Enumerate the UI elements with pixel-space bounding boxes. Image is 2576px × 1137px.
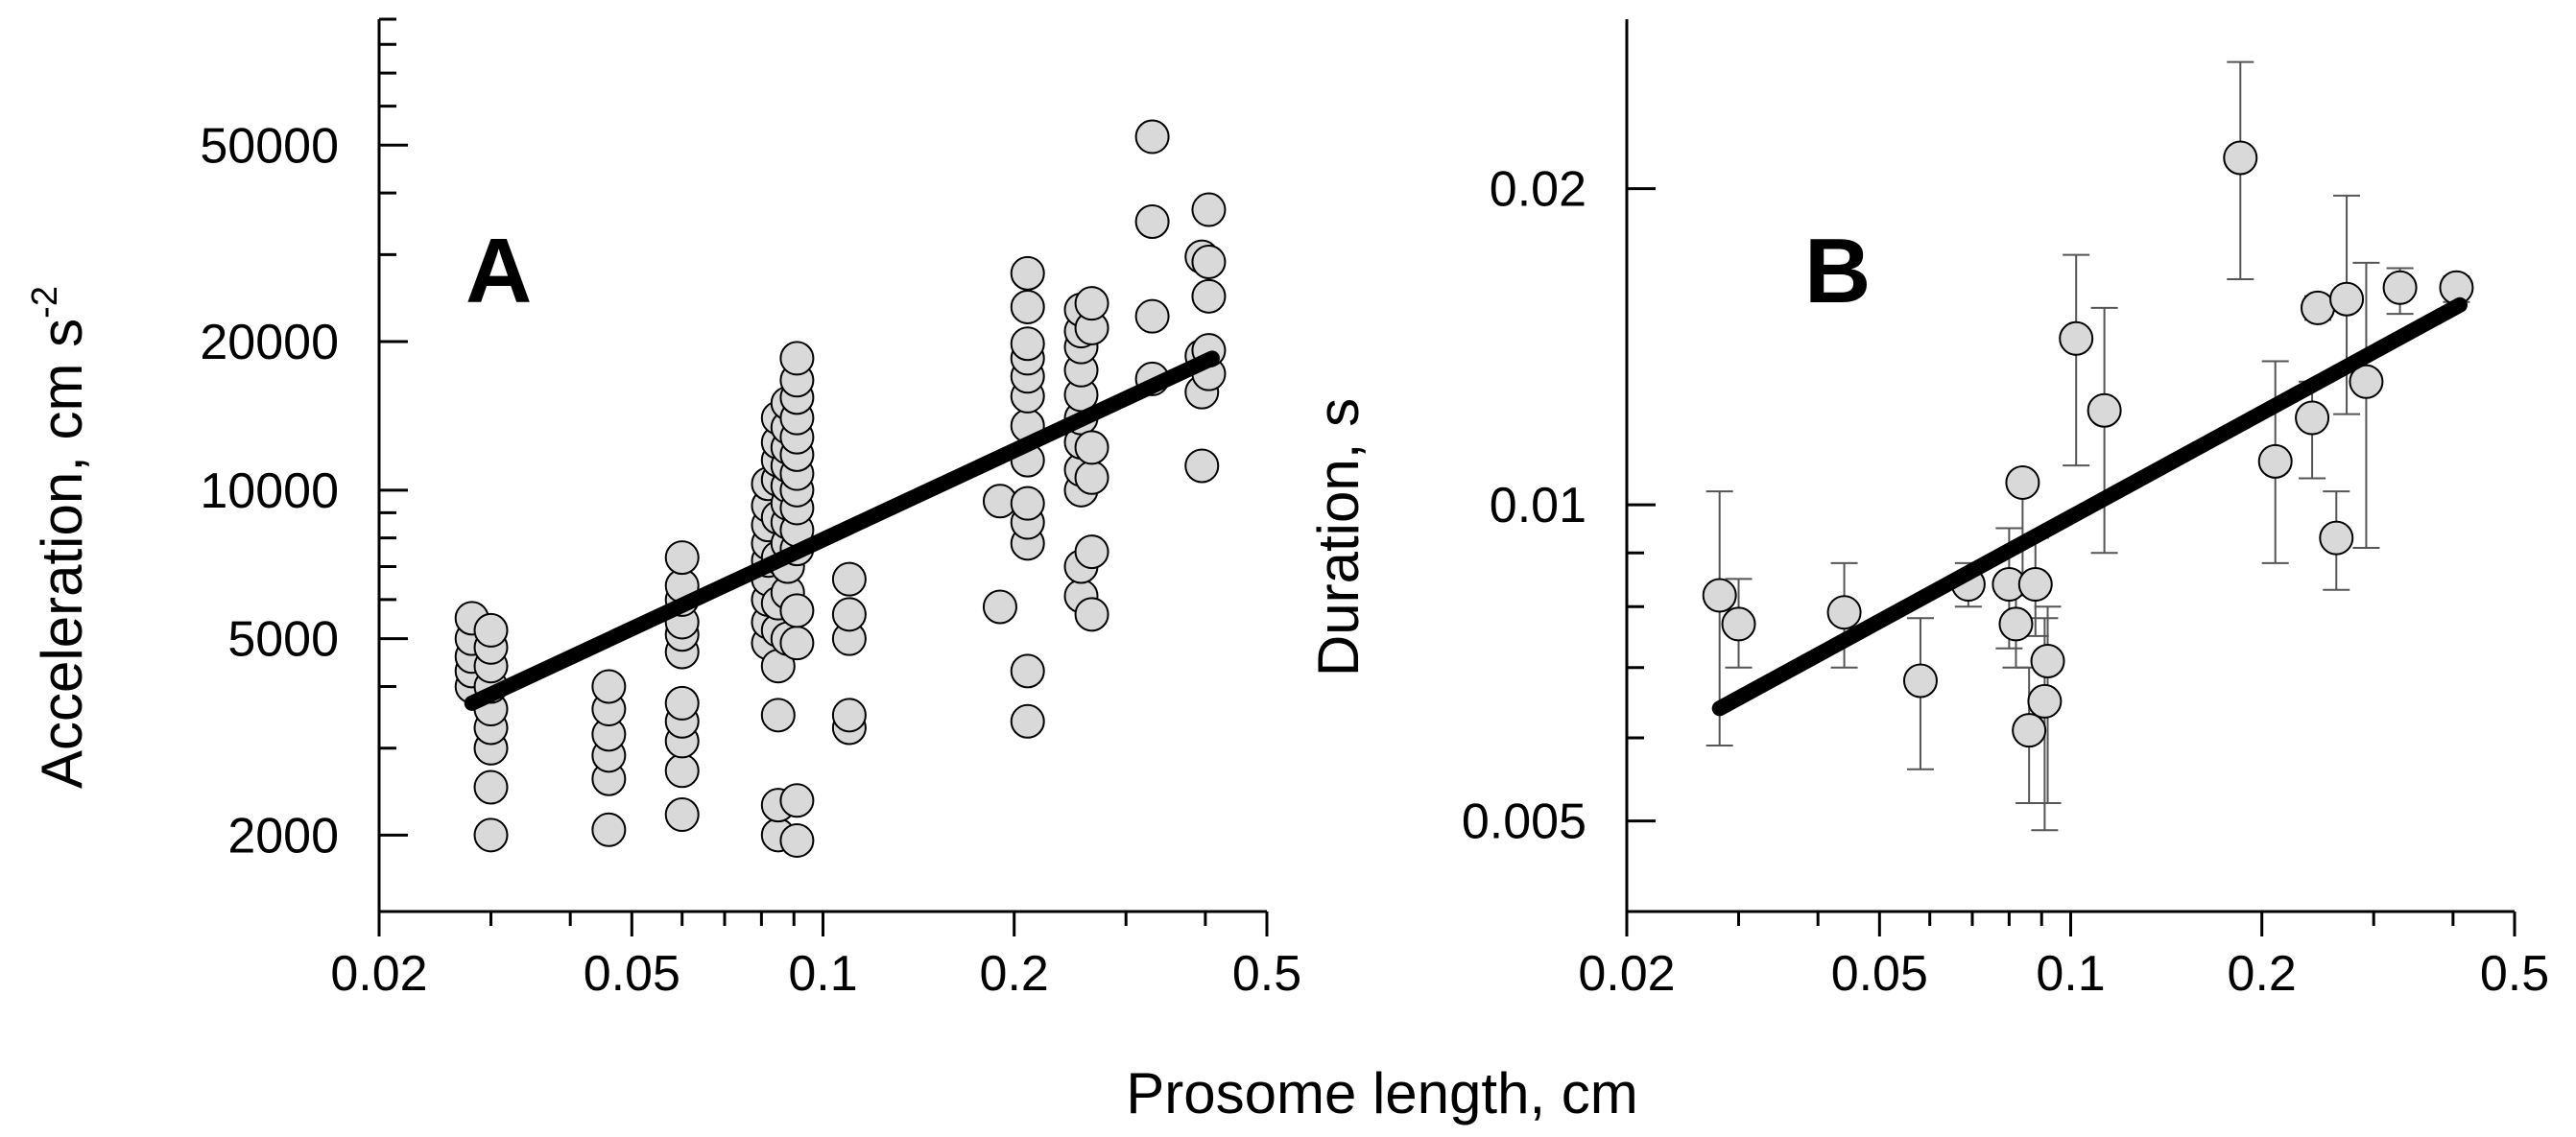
- panel-a-data-point: [591, 812, 627, 847]
- panel-a-y-tick-label: 5000: [227, 612, 339, 668]
- panel-b-data-point: [2005, 464, 2040, 500]
- panel-a-data-point: [779, 822, 815, 858]
- panel-b-letter: B: [1804, 220, 1871, 322]
- panel-b-y-tick-label: 0.005: [1462, 794, 1586, 850]
- panel-a-data-point: [831, 561, 867, 597]
- x-axis-title: Prosome length, cm: [1126, 1061, 1638, 1125]
- panel-b-fit-line: [1711, 296, 2468, 717]
- panel-b-data-point: [2349, 364, 2384, 399]
- panel-b-data-point: [2223, 140, 2258, 176]
- panel-b-axes: 0.02 0.05 0.1 0.2 0.5 0.005 0.01 0.02: [1462, 19, 2549, 1002]
- panel-a-x-tick-label: 0.1: [788, 946, 857, 1002]
- panel-a-x-tick-label: 0.5: [1232, 946, 1301, 1002]
- panel-a-data-point: [1074, 460, 1109, 495]
- panel-b-y-tick-label: 0.02: [1490, 162, 1586, 218]
- panel-a-data-point: [1010, 653, 1045, 689]
- panel-b-data-point: [1826, 595, 1862, 630]
- panel-a-data-point: [831, 698, 867, 733]
- panel-a-data-point: [1134, 119, 1170, 154]
- panel-a-y-tick-label: 2000: [227, 808, 339, 864]
- panel-a-data-point: [664, 540, 700, 576]
- panel-a-points: [454, 119, 1227, 858]
- panel-a-data-point: [779, 783, 815, 818]
- panel-a-data-point: [664, 685, 700, 721]
- panel-a-data-point: [1010, 703, 1045, 739]
- panel-a-data-point: [1010, 255, 1045, 291]
- panel-a-axes: 0.02 0.05 0.1 0.2 0.5 2000 5000 10000 20000 50000: [200, 17, 1301, 1002]
- panel-a-regression-line: [464, 350, 1220, 711]
- panel-a-data-point: [1191, 278, 1227, 314]
- panel-a-data-point: [664, 753, 700, 789]
- panel-b-data-point: [1998, 606, 2034, 642]
- panel-a-data-point: [473, 770, 509, 805]
- panel-a-data-point: [473, 817, 509, 853]
- panel-b-data-point: [2329, 281, 2365, 317]
- panel-a-data-point: [1191, 244, 1227, 279]
- panel-a-data-point: [1010, 326, 1045, 362]
- panel-a-letter: A: [465, 220, 532, 322]
- panel-b-data-point: [2087, 392, 2122, 428]
- panel-b-x-tick-label: 0.2: [2228, 946, 2297, 1002]
- panel-a-data-point: [1074, 597, 1109, 632]
- panel-a-y-tick-label: 50000: [200, 118, 339, 174]
- panel-b-x-tick-label: 0.1: [2036, 946, 2105, 1002]
- panel-b-data-point: [2301, 290, 2336, 325]
- panel-b-data-point: [2017, 567, 2053, 603]
- panel-a-fit-line: [464, 350, 1220, 711]
- panel-b-data-point: [2027, 683, 2063, 719]
- panel-a-y-tick-label: 10000: [200, 463, 339, 519]
- panel-b-data-point: [2319, 520, 2354, 556]
- panel-b-error-bars: [1705, 60, 2470, 832]
- panel-a-data-point: [1184, 448, 1220, 484]
- panel-a-data-point: [1134, 203, 1170, 239]
- panel-b: 0.02 0.05 0.1 0.2 0.5 0.005 0.01 0.02 B Duratio…: [1306, 19, 2549, 1002]
- panel-a-data-point: [473, 612, 509, 648]
- panel-a-data-point: [1074, 430, 1109, 465]
- panel-b-y-tick-label: 0.01: [1490, 478, 1586, 533]
- panel-a: 0.02 0.05 0.1 0.2 0.5 2000 5000 10000 20000 50000…: [25, 17, 1301, 1002]
- panel-b-data-point: [2295, 400, 2330, 436]
- panel-b-points: [1702, 140, 2474, 748]
- panel-a-x-tick-label: 0.05: [584, 946, 680, 1002]
- panel-a-data-point: [779, 593, 815, 628]
- panel-b-x-tick-label: 0.02: [1578, 946, 1675, 1002]
- panel-a-data-point: [1191, 192, 1227, 227]
- panel-a-y-axis-title: Acceleration, cm s-2: [25, 286, 94, 789]
- panel-b-data-point: [1721, 606, 1756, 642]
- panel-b-data-point: [2257, 443, 2293, 479]
- panel-b-regression-line: [1711, 296, 2468, 717]
- panel-b-data-point: [2382, 270, 2418, 305]
- panel-a-data-point: [779, 626, 815, 661]
- panel-a-x-tick-label: 0.02: [330, 946, 427, 1002]
- panel-a-data-point: [1074, 534, 1109, 570]
- panel-b-y-axis-title: Duration, s: [1306, 398, 1371, 676]
- panel-b-data-point: [1902, 663, 1938, 699]
- panel-b-data-point: [2059, 320, 2094, 356]
- panel-a-data-point: [591, 669, 627, 704]
- panel-a-x-tick-label: 0.2: [980, 946, 1049, 1002]
- panel-a-data-point: [982, 589, 1017, 625]
- panel-a-y-tick-label: 20000: [200, 315, 339, 370]
- panel-b-x-tick-label: 0.5: [2480, 946, 2549, 1002]
- panel-a-data-point: [664, 797, 700, 833]
- panel-a-data-point: [760, 698, 796, 733]
- panel-b-data-point: [1702, 578, 1737, 613]
- panel-a-data-point: [1134, 298, 1170, 334]
- panel-b-x-tick-label: 0.05: [1831, 946, 1928, 1002]
- panel-a-data-point: [1074, 286, 1109, 321]
- panel-b-data-point: [2012, 713, 2047, 748]
- panel-b-data-point: [2030, 643, 2065, 678]
- panel-a-data-point: [1010, 486, 1045, 521]
- panel-a-data-point: [779, 341, 815, 376]
- panel-a-data-point: [831, 597, 867, 632]
- panel-a-data-point: [1010, 289, 1045, 324]
